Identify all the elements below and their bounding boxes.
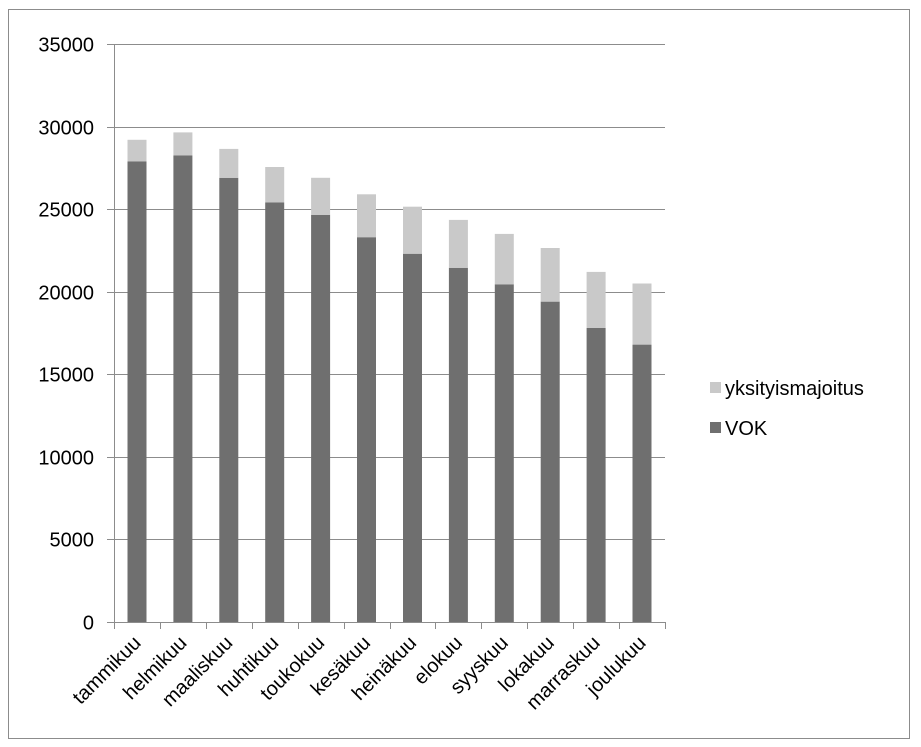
bar-yksityismajoitus-syyskuu: [494, 233, 514, 285]
x-tick-labels: tammikuuhelmikuumaaliskuuhuhtikuutoukoku…: [69, 632, 651, 714]
bar-yksityismajoitus-marraskuu: [586, 271, 606, 328]
bar-yksityismajoitus-elokuu: [448, 219, 468, 268]
axes: [107, 44, 666, 629]
y-tick-label: 35000: [38, 35, 94, 57]
bar-vok-toukokuu: [311, 214, 331, 622]
legend: yksityismajoitus VOK: [710, 378, 864, 440]
bar-vok-heinäkuu: [403, 253, 422, 622]
y-tick-label: 15000: [38, 365, 94, 387]
bar-yksityismajoitus-lokakuu: [540, 248, 560, 302]
y-tick-label: 20000: [38, 283, 94, 305]
bar-yksityismajoitus-helmikuu: [173, 132, 193, 156]
y-tick-labels: 0 5000 10000 15000 20000 25000 30000 35000: [38, 35, 94, 635]
bar-vok-maaliskuu: [219, 177, 239, 623]
bar-yksityismajoitus-toukokuu: [311, 177, 331, 215]
bar-yksityismajoitus-kesäkuu: [357, 194, 376, 238]
legend-swatch-vok: [710, 422, 721, 433]
bar-yksityismajoitus-heinäkuu: [403, 206, 422, 254]
bar-vok-helmikuu: [173, 155, 193, 622]
y-tick-label: 5000: [50, 530, 95, 552]
bar-yksityismajoitus-huhtikuu: [265, 167, 285, 203]
bar-yksityismajoitus-tammikuu: [127, 139, 147, 162]
bar-yksityismajoitus-joulukuu: [632, 283, 652, 345]
bar-vok-marraskuu: [586, 328, 606, 622]
bar-yksityismajoitus-maaliskuu: [219, 148, 239, 178]
bar-vok-joulukuu: [632, 344, 652, 622]
bar-vok-huhtikuu: [265, 202, 285, 622]
bar-vok-kesäkuu: [357, 237, 376, 622]
y-tick-label: 10000: [38, 448, 94, 470]
y-tick-label: 30000: [38, 118, 94, 140]
bar-vok-tammikuu: [127, 161, 147, 623]
legend-label-vok: VOK: [725, 418, 768, 440]
bar-vok-lokakuu: [540, 301, 560, 622]
legend-label-yksityismajoitus: yksityismajoitus: [725, 378, 864, 400]
gridlines: [114, 44, 665, 540]
bars: [127, 132, 652, 623]
y-tick-label: 25000: [38, 200, 94, 222]
y-tick-label: 0: [83, 613, 94, 635]
bar-vok-syyskuu: [494, 284, 514, 622]
legend-swatch-yksityismajoitus: [710, 382, 721, 393]
bar-vok-elokuu: [448, 267, 468, 622]
